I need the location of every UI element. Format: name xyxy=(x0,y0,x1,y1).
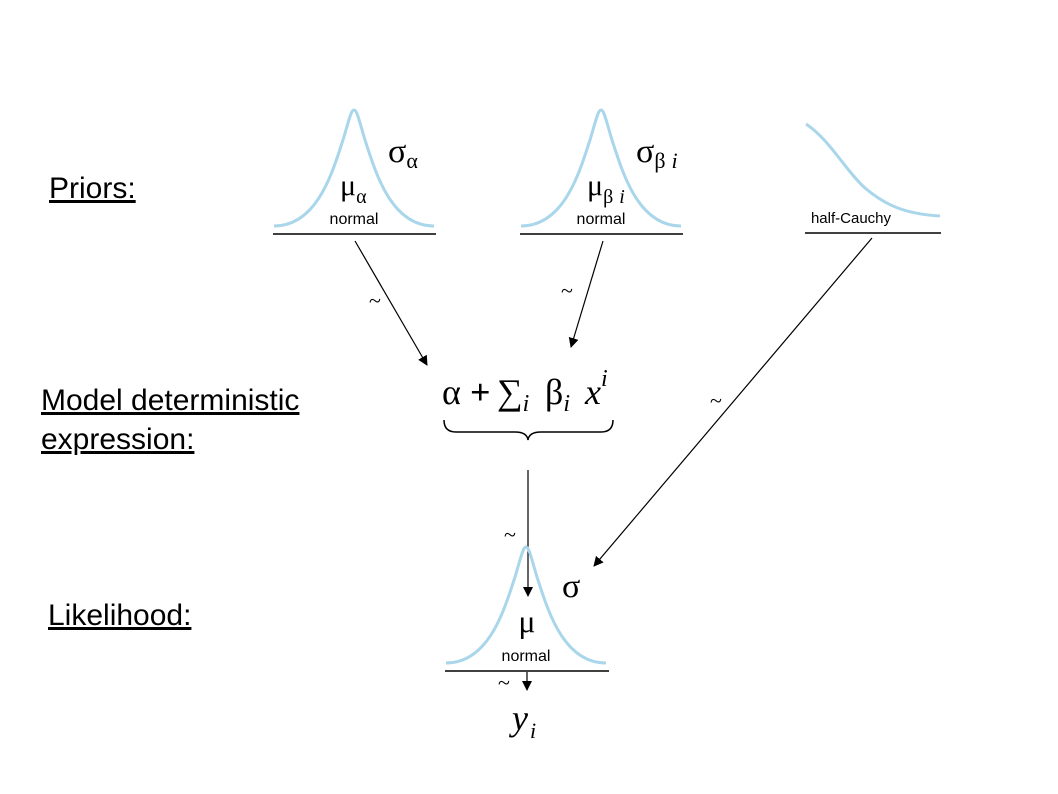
section-label-model-1: Model deterministic xyxy=(41,384,299,417)
half-cauchy-curve xyxy=(805,122,941,218)
section-label-likelihood: Likelihood: xyxy=(48,599,191,632)
outcome-y-index: i xyxy=(530,718,536,743)
expression-alpha: α xyxy=(442,372,461,412)
expression-x: xi xyxy=(584,366,608,412)
mu-likelihood-symbol: μ xyxy=(518,603,535,639)
normal-label-likelihood: normal xyxy=(502,648,551,665)
tilde-beta: ~ xyxy=(561,278,573,303)
arrow-sigma-to-likelihood xyxy=(593,237,873,567)
expression-beta: βi xyxy=(545,372,570,417)
expression-beta-index: i xyxy=(563,391,570,417)
prior-alpha-node: normal μα σα xyxy=(273,108,436,235)
expression-plus: + xyxy=(470,372,491,412)
sigma-beta-subscript: β xyxy=(654,148,665,173)
expression-sum: ∑i xyxy=(497,372,529,417)
outcome-y: yi xyxy=(509,698,536,743)
section-label-priors: Priors: xyxy=(49,172,136,205)
normal-label-alpha: normal xyxy=(330,211,379,228)
arrow-beta-to-expression xyxy=(568,240,604,348)
sigma-alpha-symbol: σα xyxy=(388,133,418,173)
tilde-expression: ~ xyxy=(504,522,516,547)
normal-curve-alpha xyxy=(273,108,435,228)
tilde-sigma: ~ xyxy=(710,388,722,413)
tilde-alpha: ~ xyxy=(369,288,381,313)
sigma-beta-symbol: σβ i xyxy=(636,133,678,173)
section-label-model-2: expression: xyxy=(41,423,194,456)
mu-alpha-subscript: α xyxy=(356,186,367,208)
expression-x-superscript: i xyxy=(601,366,608,392)
mu-beta-index: i xyxy=(619,186,625,208)
half-cauchy-label: half-Cauchy xyxy=(811,210,892,227)
sigma-beta-index: i xyxy=(672,148,678,173)
mu-alpha-symbol: μα xyxy=(340,169,367,208)
normal-curve-likelihood xyxy=(445,545,607,665)
tilde-y: ~ xyxy=(498,670,510,695)
prior-sigma-node: half-Cauchy xyxy=(805,122,941,234)
prior-beta-node: normal μβ i σβ i xyxy=(520,108,683,235)
mu-beta-symbol: μβ i xyxy=(587,169,625,208)
expression-sum-index: i xyxy=(523,391,530,417)
normal-curve-beta xyxy=(520,108,682,228)
normal-label-beta: normal xyxy=(577,211,626,228)
arrow-alpha-to-expression xyxy=(354,240,428,366)
sigma-alpha-subscript: α xyxy=(406,148,418,173)
sigma-likelihood-symbol: σ xyxy=(562,568,580,605)
deterministic-expression: α + ∑i βi xi xyxy=(442,366,614,441)
likelihood-node: normal μ σ xyxy=(445,545,609,672)
mu-beta-subscript: β xyxy=(603,186,613,208)
underbrace xyxy=(443,419,614,441)
